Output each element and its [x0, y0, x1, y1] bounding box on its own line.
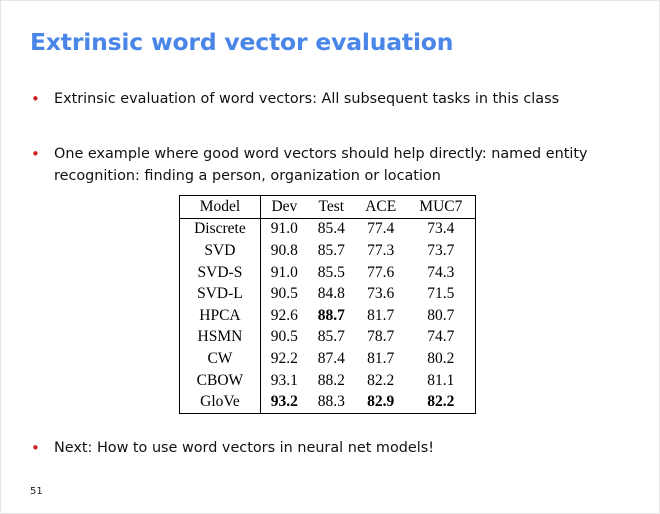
table-body: Discrete 91.0 85.4 77.4 73.4 SVD 90.8 85.7 77.3 7… [179, 218, 476, 414]
cell-test: 87.4 [317, 349, 345, 367]
cell-test: 88.2 [317, 371, 345, 389]
cell-dev: 91.0 [270, 263, 298, 281]
table-row: Discrete 91.0 85.4 77.4 73.4 [179, 218, 476, 241]
cell-dev: 90.5 [270, 285, 298, 303]
cell-model: CBOW [179, 369, 261, 392]
cell-ace: 82.9 [367, 393, 395, 411]
table-row: SVD-L 90.5 84.8 73.6 71.5 [179, 283, 476, 305]
cell-dev: 92.2 [270, 349, 298, 367]
cell-muc7: 80.7 [427, 306, 455, 324]
cell-test: 84.8 [317, 285, 345, 303]
table-row: CBOW 93.1 88.2 82.2 81.1 [179, 369, 476, 392]
cell-muc7: 73.4 [427, 220, 455, 238]
column-header-muc7: MUC7 [406, 195, 476, 219]
bullet-dot-icon: • [31, 439, 40, 457]
cell-dev: 92.6 [270, 306, 298, 324]
cell-dev: 91.0 [270, 220, 298, 238]
cell-ace: 81.7 [367, 306, 395, 324]
cell-model: SVD [179, 240, 261, 262]
cell-model: Discrete [179, 218, 261, 241]
cell-muc7: 74.7 [427, 328, 455, 346]
cell-dev: 90.8 [270, 241, 298, 259]
cell-model: GloVe [179, 391, 261, 414]
cell-muc7: 74.3 [427, 263, 455, 281]
cell-muc7: 71.5 [427, 285, 455, 303]
cell-test: 85.7 [317, 241, 345, 259]
slide-number: 51 [30, 486, 43, 497]
cell-ace: 81.7 [367, 349, 395, 367]
table-row: SVD 90.8 85.7 77.3 73.7 [179, 240, 476, 262]
bullet-item: • One example where good word vectors sh… [31, 143, 644, 187]
cell-test: 85.5 [317, 263, 345, 281]
slide-title: Extrinsic word vector evaluation [30, 28, 454, 56]
ner-results-table: Model Dev Test ACE MUC7 Discrete 91.0 85.4… [179, 195, 476, 414]
cell-muc7: 73.7 [427, 241, 455, 259]
cell-model: HPCA [179, 304, 261, 327]
table-row: HSMN 90.5 85.7 78.7 74.7 [179, 326, 476, 349]
cell-test: 85.7 [317, 328, 345, 346]
bullet-item: • Extrinsic evaluation of word vectors: … [31, 88, 644, 110]
cell-model: SVD-L [179, 283, 261, 305]
cell-ace: 73.6 [367, 285, 395, 303]
table-row: GloVe 93.2 88.3 82.9 82.2 [179, 391, 476, 414]
bullet-dot-icon: • [31, 90, 40, 108]
cell-model: HSMN [179, 326, 261, 349]
column-header-model: Model [179, 195, 261, 219]
cell-test: 85.4 [317, 220, 345, 238]
cell-model: CW [179, 348, 261, 370]
cell-ace: 77.6 [367, 263, 395, 281]
cell-test: 88.7 [317, 306, 345, 324]
cell-ace: 77.4 [367, 220, 395, 238]
table-row: HPCA 92.6 88.7 81.7 80.7 [179, 304, 476, 327]
bullet-text: Next: How to use word vectors in neural … [54, 440, 435, 456]
cell-dev: 93.1 [270, 371, 298, 389]
table-row: SVD-S 91.0 85.5 77.6 74.3 [179, 261, 476, 284]
cell-muc7: 82.2 [427, 393, 455, 411]
bullet-item: • Next: How to use word vectors in neura… [31, 437, 644, 459]
cell-ace: 82.2 [367, 371, 395, 389]
cell-model: SVD-S [179, 261, 261, 284]
cell-dev: 90.5 [270, 328, 298, 346]
bullet-text: Extrinsic evaluation of word vectors: Al… [54, 91, 560, 107]
bullet-dot-icon: • [31, 145, 40, 163]
cell-dev: 93.2 [270, 393, 298, 411]
column-header-test: Test [307, 195, 355, 219]
cell-ace: 78.7 [367, 328, 395, 346]
cell-muc7: 80.2 [427, 349, 455, 367]
column-header-dev: Dev [260, 195, 308, 219]
cell-ace: 77.3 [367, 241, 395, 259]
cell-test: 88.3 [317, 393, 345, 411]
table-header-row: Model Dev Test ACE MUC7 [179, 195, 476, 219]
column-header-ace: ACE [354, 195, 407, 219]
table-row: CW 92.2 87.4 81.7 80.2 [179, 348, 476, 370]
cell-muc7: 81.1 [427, 371, 455, 389]
bullet-text: One example where good word vectors shou… [54, 146, 588, 184]
